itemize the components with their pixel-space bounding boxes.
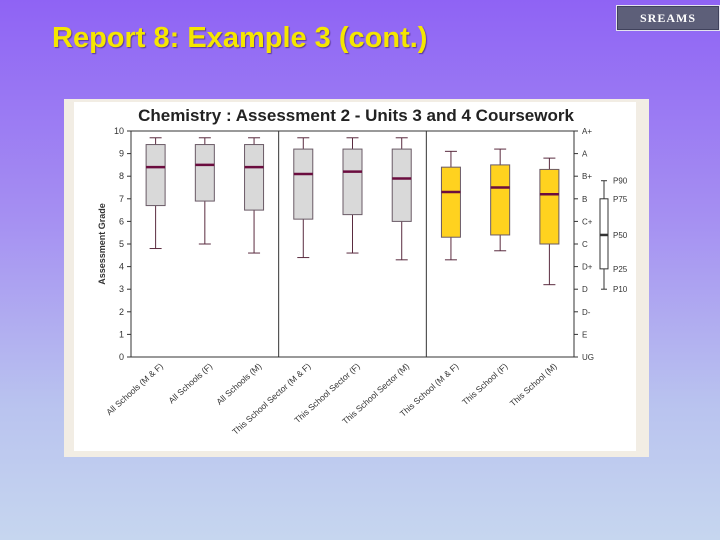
box-iqr [440, 166, 461, 238]
category-label: This School (M) [508, 361, 559, 408]
grade-tick-label: D [582, 285, 588, 294]
chart-svg: Chemistry : Assessment 2 - Units 3 and 4… [97, 106, 628, 437]
box-iqr [342, 148, 363, 216]
sreams-logo: SREAMS [616, 5, 720, 31]
y-tick-label: 10 [114, 126, 124, 136]
legend-label: P75 [613, 195, 628, 204]
box-iqr [539, 168, 560, 245]
box-iqr [194, 144, 215, 202]
y-tick-label: 3 [119, 284, 124, 294]
box-iqr [145, 144, 166, 207]
category-label: All Schools (M & F) [104, 361, 165, 417]
y-axis-label: Assessment Grade [97, 203, 107, 285]
y-tick-label: 8 [119, 171, 124, 181]
grade-tick-label: D- [582, 308, 591, 317]
legend-label: P25 [613, 265, 628, 274]
legend-label: P90 [613, 177, 628, 186]
box-iqr [244, 144, 265, 211]
y-tick-label: 4 [119, 262, 124, 272]
grade-tick-label: D+ [582, 263, 593, 272]
grade-tick-label: A+ [582, 127, 592, 136]
box-iqr [293, 148, 314, 220]
legend-label: P50 [613, 231, 628, 240]
category-label: This School (F) [460, 361, 510, 407]
grade-tick-label: B+ [582, 172, 592, 181]
chart-title: Chemistry : Assessment 2 - Units 3 and 4… [138, 106, 574, 125]
category-label: This School Sector (M & F) [230, 361, 313, 437]
grade-tick-label: B [582, 195, 587, 204]
legend-label: P10 [613, 285, 628, 294]
y-tick-label: 2 [119, 307, 124, 317]
grade-tick-label: E [582, 330, 587, 339]
box-plot-chart: Chemistry : Assessment 2 - Units 3 and 4… [74, 102, 636, 451]
y-tick-label: 9 [119, 149, 124, 159]
grade-tick-label: UG [582, 353, 594, 362]
y-tick-label: 5 [119, 239, 124, 249]
box-iqr [391, 148, 412, 222]
grade-tick-label: A [582, 150, 588, 159]
category-label: All Schools (M) [214, 361, 263, 407]
category-label: All Schools (F) [166, 361, 214, 406]
grade-tick-label: C [582, 240, 588, 249]
y-tick-label: 6 [119, 216, 124, 226]
grade-tick-label: C+ [582, 217, 593, 226]
y-tick-label: 1 [119, 329, 124, 339]
y-tick-label: 7 [119, 194, 124, 204]
box-iqr [490, 164, 511, 236]
y-tick-label: 0 [119, 352, 124, 362]
slide-title: Report 8: Example 3 (cont.) [52, 22, 428, 54]
